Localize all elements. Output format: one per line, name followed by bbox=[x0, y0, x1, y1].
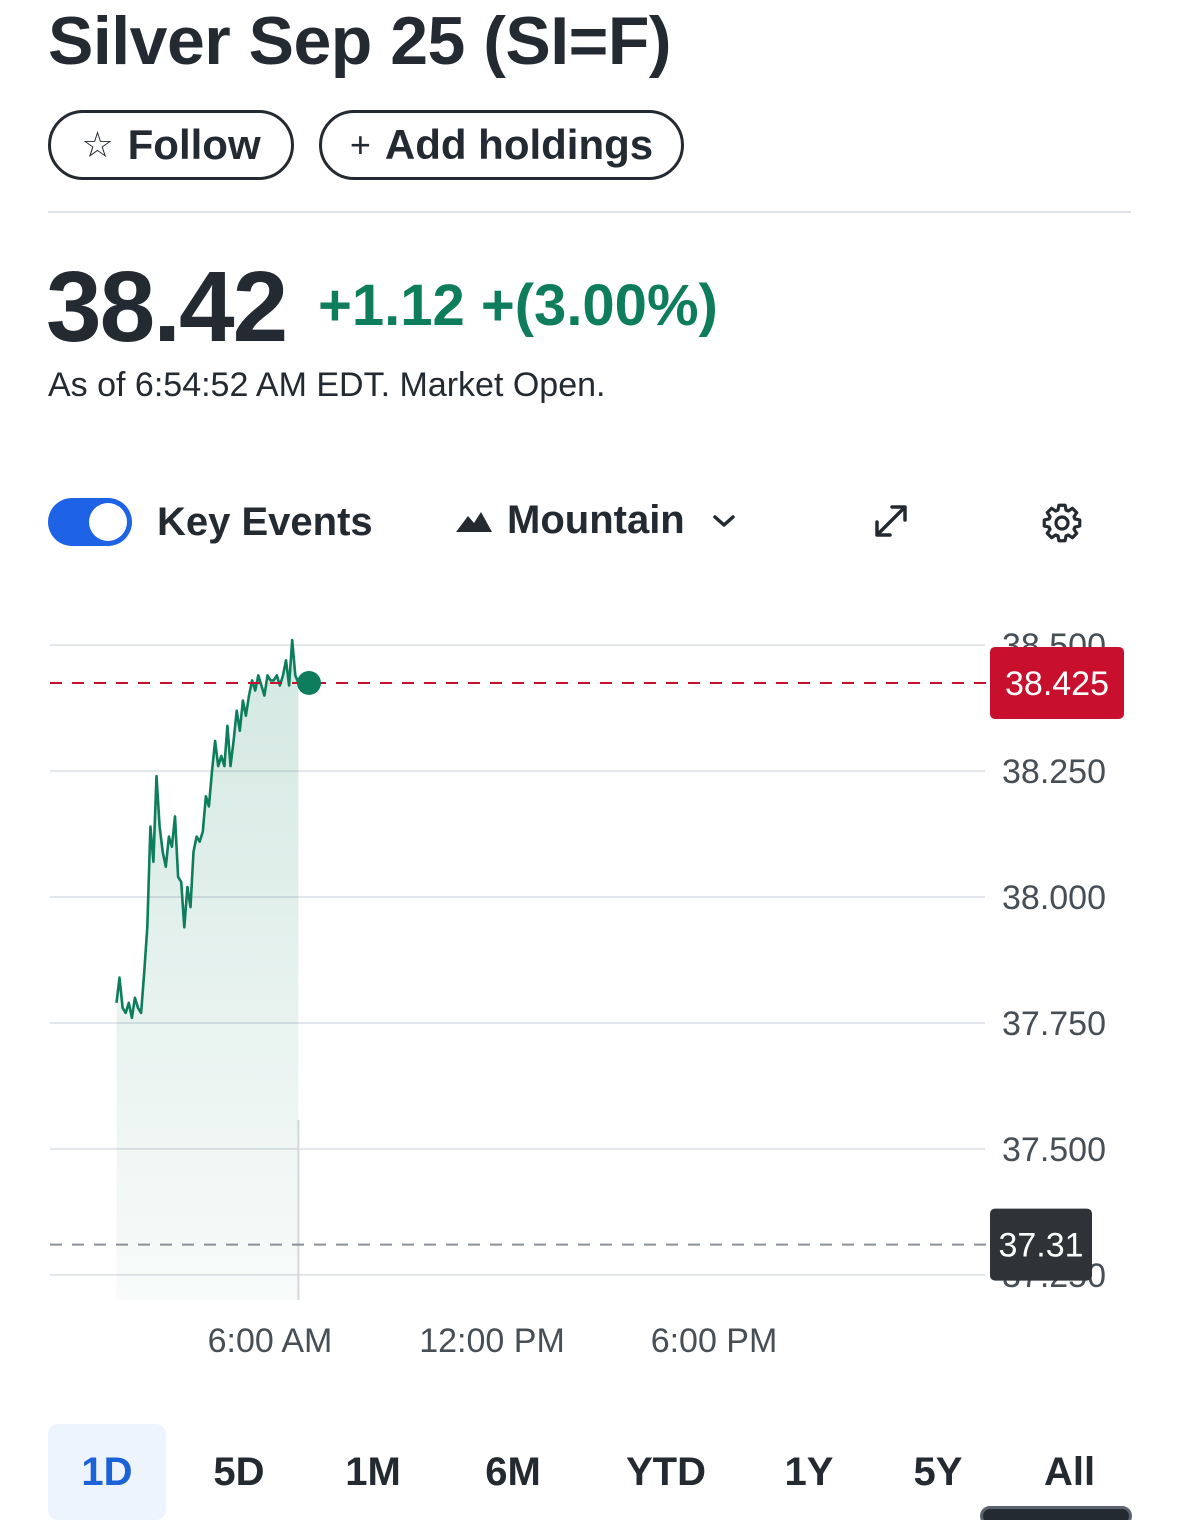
price-line bbox=[115, 638, 300, 1020]
range-5d[interactable]: 5D bbox=[213, 1449, 265, 1494]
price-change: +1.12 +(3.00%) bbox=[318, 273, 718, 338]
star-icon: ☆ bbox=[81, 124, 114, 165]
key-events-toggle[interactable] bbox=[48, 498, 132, 546]
current-price-label: 38.425 bbox=[1005, 665, 1109, 703]
chart-type-dropdown[interactable]: Mountain bbox=[455, 498, 737, 543]
current-price-dot bbox=[297, 670, 321, 695]
previous-close-tag bbox=[990, 1208, 1092, 1281]
range-all[interactable]: All bbox=[1043, 1449, 1096, 1494]
price-chart[interactable]: 38.50038.25038.00037.75037.50037.2506:00… bbox=[0, 600, 1179, 1390]
previous-close-label: 37.31 bbox=[998, 1227, 1083, 1265]
header-divider bbox=[48, 211, 1131, 213]
chevron-down-icon bbox=[712, 514, 735, 527]
expand-icon[interactable] bbox=[868, 498, 914, 544]
y-tick-label: 38.250 bbox=[1002, 753, 1106, 791]
mountain-icon bbox=[456, 511, 492, 532]
y-tick-label: 38.000 bbox=[1002, 879, 1106, 917]
range-1d[interactable]: 1D bbox=[48, 1424, 166, 1520]
range-ytd[interactable]: YTD bbox=[626, 1449, 706, 1494]
current-price: 38.42 bbox=[46, 251, 288, 363]
key-events-label: Key Events bbox=[157, 500, 373, 544]
y-tick-label: 37.500 bbox=[1002, 1131, 1106, 1169]
x-tick-label: 12:00 PM bbox=[419, 1322, 565, 1360]
follow-label: Follow bbox=[127, 121, 261, 168]
time-range-selector: 1D 5D 1M 6M YTD 1Y 5Y All bbox=[48, 1424, 1131, 1520]
range-1y[interactable]: 1Y bbox=[784, 1449, 834, 1494]
follow-button[interactable]: ☆ Follow bbox=[48, 110, 294, 180]
plus-icon: + bbox=[349, 124, 371, 165]
quote-timestamp: As of 6:54:52 AM EDT. Market Open. bbox=[48, 366, 606, 404]
home-indicator bbox=[980, 1506, 1132, 1520]
x-tick-label: 6:00 AM bbox=[208, 1322, 333, 1360]
range-1m[interactable]: 1M bbox=[345, 1449, 401, 1494]
toggle-knob bbox=[89, 503, 127, 541]
y-tick-label: 37.750 bbox=[1002, 1005, 1106, 1043]
current-price-tag bbox=[990, 646, 1124, 719]
range-5y[interactable]: 5Y bbox=[913, 1449, 963, 1494]
range-6m[interactable]: 6M bbox=[485, 1449, 541, 1494]
chart-type-label: Mountain bbox=[507, 498, 685, 542]
add-holdings-label: Add holdings bbox=[384, 121, 654, 168]
gear-icon[interactable] bbox=[1040, 501, 1084, 545]
add-holdings-button[interactable]: + Add holdings bbox=[319, 110, 684, 180]
page-title: Silver Sep 25 (SI=F) bbox=[48, 3, 672, 79]
x-tick-label: 6:00 PM bbox=[651, 1322, 778, 1360]
area-fill bbox=[116, 640, 299, 1300]
